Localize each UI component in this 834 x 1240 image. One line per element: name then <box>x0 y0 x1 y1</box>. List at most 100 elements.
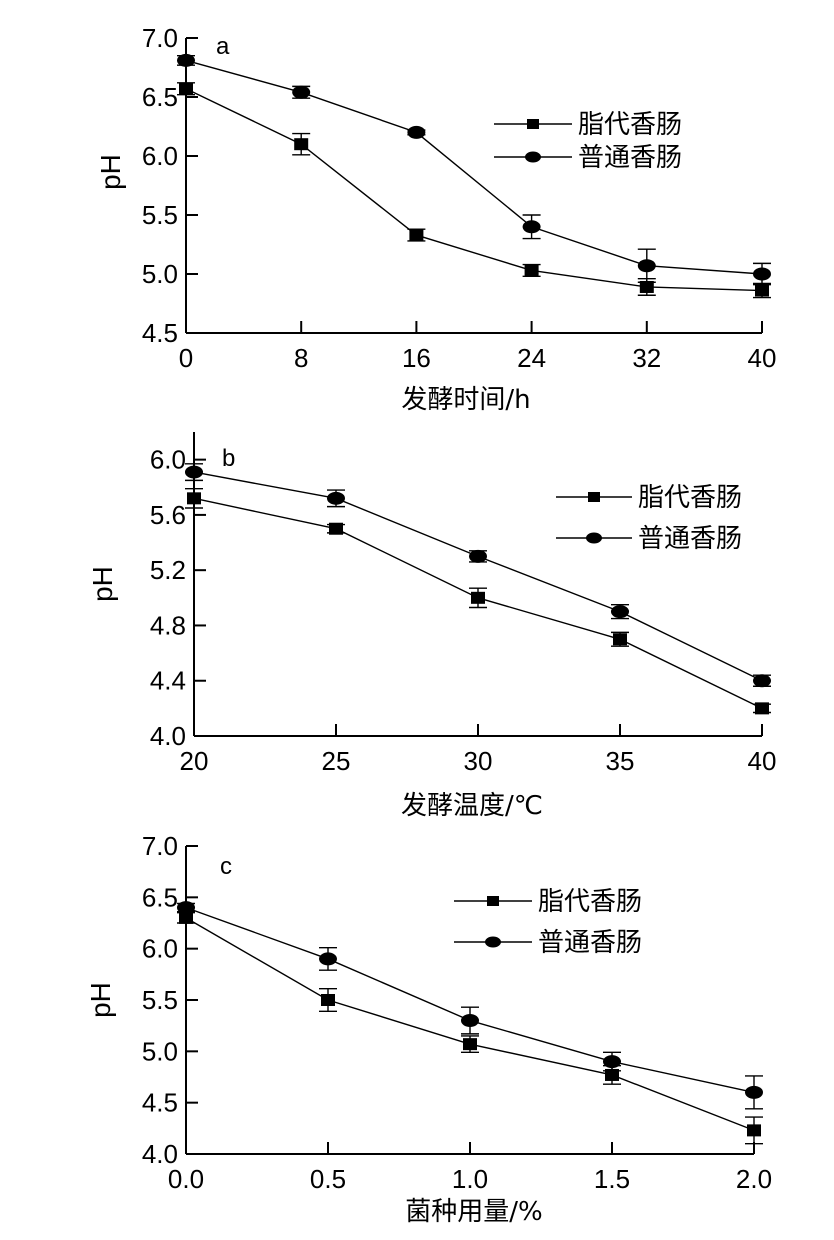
x-tick-label: 40 <box>748 746 777 776</box>
x-tick-label: 1.0 <box>452 1164 488 1194</box>
x-tick-label: 32 <box>632 343 661 373</box>
legend-entry: 普通香肠 <box>494 143 682 173</box>
legend-entry: 脂代香肠 <box>556 483 742 513</box>
data-point-circle <box>185 465 203 479</box>
data-point-circle <box>407 125 426 139</box>
series-fat-sausage <box>185 487 771 715</box>
legend-marker-square <box>588 492 600 502</box>
legend-label: 普通香肠 <box>638 524 742 554</box>
data-point-square <box>471 591 485 604</box>
y-tick-label: 5.6 <box>150 500 186 530</box>
y-tick-label: 5.5 <box>142 985 178 1015</box>
x-tick-label: 1.5 <box>594 1164 630 1194</box>
legend-entry: 普通香肠 <box>454 928 642 958</box>
legend-marker-circle <box>586 532 602 544</box>
y-tick-label: 5.0 <box>142 259 178 289</box>
x-tick-label: 30 <box>464 746 493 776</box>
panel-letter: b <box>222 445 235 472</box>
y-tick-label: 4.4 <box>150 666 186 696</box>
legend-marker-circle <box>485 936 501 948</box>
series-line <box>185 59 763 275</box>
y-tick-label: 4.0 <box>150 721 186 751</box>
x-tick-label: 25 <box>322 746 351 776</box>
data-point-circle <box>522 220 541 234</box>
x-tick-label: 20 <box>180 746 209 776</box>
data-point-circle <box>611 605 629 619</box>
y-tick-label: 4.5 <box>142 318 178 348</box>
data-point-circle <box>292 85 311 99</box>
data-point-square <box>179 82 193 95</box>
panel-letter: c <box>220 853 232 880</box>
y-tick-label: 6.0 <box>142 934 178 964</box>
legend-label: 脂代香肠 <box>638 483 742 513</box>
data-point-square <box>321 994 335 1006</box>
legend-label: 普通香肠 <box>578 143 682 173</box>
series-fat-sausage <box>177 82 771 299</box>
y-tick-label: 7.0 <box>142 23 178 53</box>
x-tick-label: 0 <box>179 343 193 373</box>
y-tick-label: 6.5 <box>142 82 178 112</box>
data-point-circle <box>637 259 656 273</box>
data-point-square <box>329 522 343 535</box>
data-point-square <box>187 492 201 505</box>
legend-label: 脂代香肠 <box>538 887 642 917</box>
x-tick-label: 2.0 <box>736 1164 772 1194</box>
y-tick-label: 6.5 <box>142 882 178 912</box>
data-point-circle <box>319 952 337 966</box>
data-point-circle <box>177 53 195 67</box>
data-point-square <box>179 911 193 924</box>
x-tick-label: 0.5 <box>310 1164 346 1194</box>
y-tick-label: 6.0 <box>150 445 186 475</box>
data-point-square <box>524 264 539 277</box>
data-point-circle <box>177 901 195 915</box>
series-normal-sausage <box>177 53 771 286</box>
data-point-circle <box>753 674 771 688</box>
legend-marker-square <box>487 896 499 906</box>
legend-label: 普通香肠 <box>538 928 642 958</box>
data-point-square <box>639 280 654 293</box>
y-tick-label: 4.8 <box>150 610 186 640</box>
chart-panel-c: 4.0 4.5 5.0 5.5 6.0 6.5 7.0 0.0 0.5 1.0 1.5 2.0 c 菌种用… <box>85 831 772 1227</box>
data-point-square <box>409 229 424 242</box>
legend-entry: 脂代香肠 <box>494 110 682 140</box>
data-point-square <box>613 633 627 646</box>
data-point-circle <box>469 549 487 563</box>
legend-entry: 普通香肠 <box>556 524 742 554</box>
data-point-circle <box>753 267 771 281</box>
legend-marker-circle <box>525 151 541 163</box>
y-axis-title: pH <box>85 982 116 1018</box>
data-point-square <box>294 138 309 151</box>
y-tick-label: 4.5 <box>142 1088 178 1118</box>
x-tick-label: 0.0 <box>168 1164 204 1194</box>
data-point-circle <box>327 491 345 505</box>
y-tick-label: 4.0 <box>142 1139 178 1169</box>
legend-marker-square <box>527 119 539 129</box>
y-tick-label: 5.2 <box>150 555 186 585</box>
y-tick-label: 7.0 <box>142 831 178 861</box>
y-tick-label: 6.0 <box>142 141 178 171</box>
x-axis-title: 菌种用量/% <box>405 1197 542 1227</box>
y-axis-title: pH <box>95 154 126 190</box>
series-line <box>185 88 763 292</box>
data-point-circle <box>745 1085 763 1099</box>
panel-letter: a <box>216 33 230 60</box>
data-point-circle <box>603 1055 621 1069</box>
series-normal-sausage <box>185 463 771 688</box>
legend-entry: 脂代香肠 <box>454 887 642 917</box>
chart-panel-b: 4.0 4.4 4.8 5.2 5.6 6.0 20 25 30 35 40 b 发酵温度/℃ pH 脂代香… <box>87 432 776 821</box>
x-tick-label: 8 <box>294 343 308 373</box>
x-tick-label: 24 <box>517 343 546 373</box>
data-point-square <box>755 702 769 715</box>
data-point-square <box>463 1038 477 1051</box>
data-point-square <box>605 1068 619 1081</box>
y-axis-title: pH <box>87 566 118 602</box>
chart-panel-a: 4.5 5.0 5.5 6.0 6.5 7.0 0 8 16 24 32 40 a 发酵时间/h pH 脂代香… <box>95 23 776 415</box>
series-normal-sausage <box>177 901 763 1110</box>
y-tick-label: 5.0 <box>142 1036 178 1066</box>
x-tick-label: 16 <box>402 343 431 373</box>
x-tick-label: 40 <box>748 343 777 373</box>
data-point-square <box>747 1124 761 1137</box>
x-tick-label: 35 <box>606 746 635 776</box>
data-point-square <box>755 284 769 297</box>
